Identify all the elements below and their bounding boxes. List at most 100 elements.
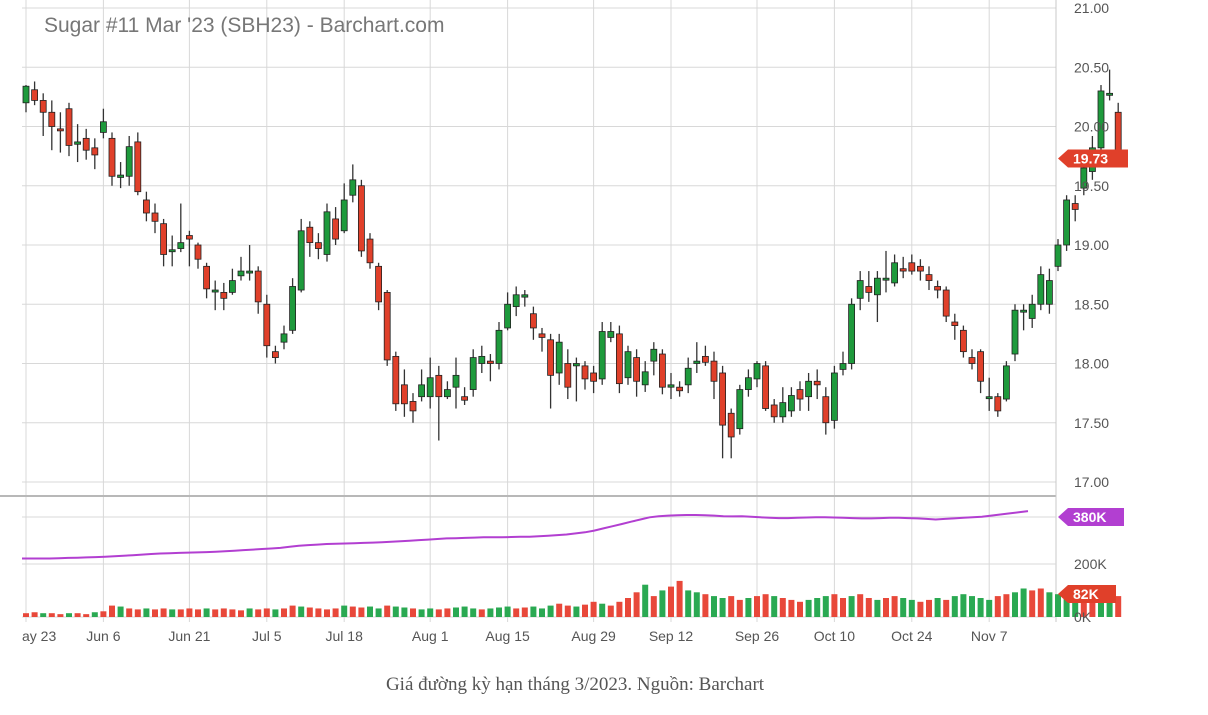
volume-bar xyxy=(900,598,907,617)
candle-body xyxy=(951,321,959,326)
date-tick-label: Aug 1 xyxy=(412,628,449,644)
candle-body xyxy=(100,121,107,133)
candle-body xyxy=(280,333,288,343)
candle-body xyxy=(1037,274,1045,305)
price-tick-label: 17.50 xyxy=(1074,415,1109,431)
volume-bar xyxy=(435,609,442,617)
figure-caption: Giá đường kỳ hạn tháng 3/2023. Nguồn: Ba… xyxy=(385,674,765,695)
candle-body xyxy=(134,141,142,193)
candle-body xyxy=(899,268,907,272)
volume-bar xyxy=(401,607,408,617)
candle-body xyxy=(435,374,443,398)
volume-bar xyxy=(203,608,210,617)
chart-grid xyxy=(0,0,1057,622)
volume-bar xyxy=(590,601,597,617)
date-tick-label: Sep 12 xyxy=(649,628,694,644)
candle-body xyxy=(48,111,56,127)
candle-body xyxy=(624,351,632,379)
volume-bar xyxy=(736,599,743,617)
volume-bar xyxy=(31,612,38,617)
candle-body xyxy=(865,286,873,293)
volume-bar xyxy=(160,608,167,617)
candle-body xyxy=(82,137,90,151)
candle-body xyxy=(1028,303,1036,319)
volume-bar xyxy=(263,608,270,617)
candle-body xyxy=(357,185,365,252)
chart-title: Sugar #11 Mar '23 (SBH23) - Barchart.com xyxy=(44,14,444,37)
volume-bar xyxy=(66,613,72,617)
volume-bar xyxy=(805,599,812,617)
candle-body xyxy=(848,303,855,364)
candle-body xyxy=(1020,309,1027,313)
volume-bar xyxy=(642,584,649,617)
open-interest-line xyxy=(22,510,1029,560)
volume-bar xyxy=(427,608,434,617)
candle-body xyxy=(736,389,744,430)
volume-bar xyxy=(874,599,881,617)
volume-bar xyxy=(926,599,932,617)
volume-bar xyxy=(367,606,373,617)
candle-body xyxy=(676,386,683,392)
candle-body xyxy=(908,262,916,272)
candle-body xyxy=(160,223,168,255)
candle-body xyxy=(805,380,812,398)
volume-bar xyxy=(797,601,803,617)
price-chart: 21.00 20.50 20.00 19.50 19.00 18.50 18.00 17.50… xyxy=(0,0,1128,644)
candle-body xyxy=(177,242,185,249)
candle-body xyxy=(1097,90,1105,149)
volume-bar xyxy=(1072,594,1079,617)
volume-bar xyxy=(1106,594,1113,617)
candle-body xyxy=(108,137,116,177)
candle-body xyxy=(74,141,81,145)
volume-bar xyxy=(1055,594,1061,617)
volume-tick-label: 0K xyxy=(1074,609,1092,625)
volume-bar xyxy=(220,608,227,617)
candle-body xyxy=(297,230,305,291)
candle-body xyxy=(684,367,692,386)
volume-bar xyxy=(573,606,580,617)
candle-body xyxy=(151,212,159,222)
candle-body xyxy=(504,303,512,329)
volume-bar xyxy=(719,598,726,617)
volume-bar xyxy=(444,608,451,617)
candle-body xyxy=(142,199,150,214)
volume-bar xyxy=(126,608,133,617)
candle-body xyxy=(813,380,821,386)
last-price-tag xyxy=(1058,149,1128,168)
volume-bar xyxy=(324,609,330,617)
volume-bar xyxy=(1115,596,1122,617)
date-tick-label: Oct 10 xyxy=(814,628,855,644)
candle-body xyxy=(547,339,554,376)
volume-bar xyxy=(375,608,382,617)
volume-bar xyxy=(822,596,829,617)
volume-bar xyxy=(513,608,520,617)
volume-bar xyxy=(143,608,150,617)
volume-bar xyxy=(358,607,365,617)
volume-bar xyxy=(238,610,244,617)
volume-bar xyxy=(1063,596,1070,617)
candle-body xyxy=(693,360,701,364)
date-tick-label: Jul 18 xyxy=(326,628,364,644)
candle-body xyxy=(719,372,726,426)
candle-body xyxy=(263,303,271,347)
candle-body xyxy=(31,89,39,101)
price-tick-label: 18.50 xyxy=(1074,296,1109,312)
candle-body xyxy=(452,374,460,388)
volume-bar xyxy=(857,594,864,617)
volume-bar xyxy=(1046,592,1053,617)
candle-body xyxy=(203,265,211,290)
volume-bar xyxy=(994,596,1001,617)
candle-body xyxy=(521,294,529,298)
open-interest-tag xyxy=(1058,508,1124,526)
candle-body xyxy=(607,331,615,338)
candle-body xyxy=(745,377,752,390)
volume-bar xyxy=(470,608,477,617)
candle-body xyxy=(194,244,202,260)
volume-bar xyxy=(762,594,769,617)
volume-bar xyxy=(951,596,958,617)
candle-body xyxy=(977,351,984,382)
volume-bar xyxy=(771,596,778,617)
volume-bar xyxy=(496,607,502,617)
volume-bar xyxy=(668,586,674,617)
candle-body xyxy=(942,289,950,317)
